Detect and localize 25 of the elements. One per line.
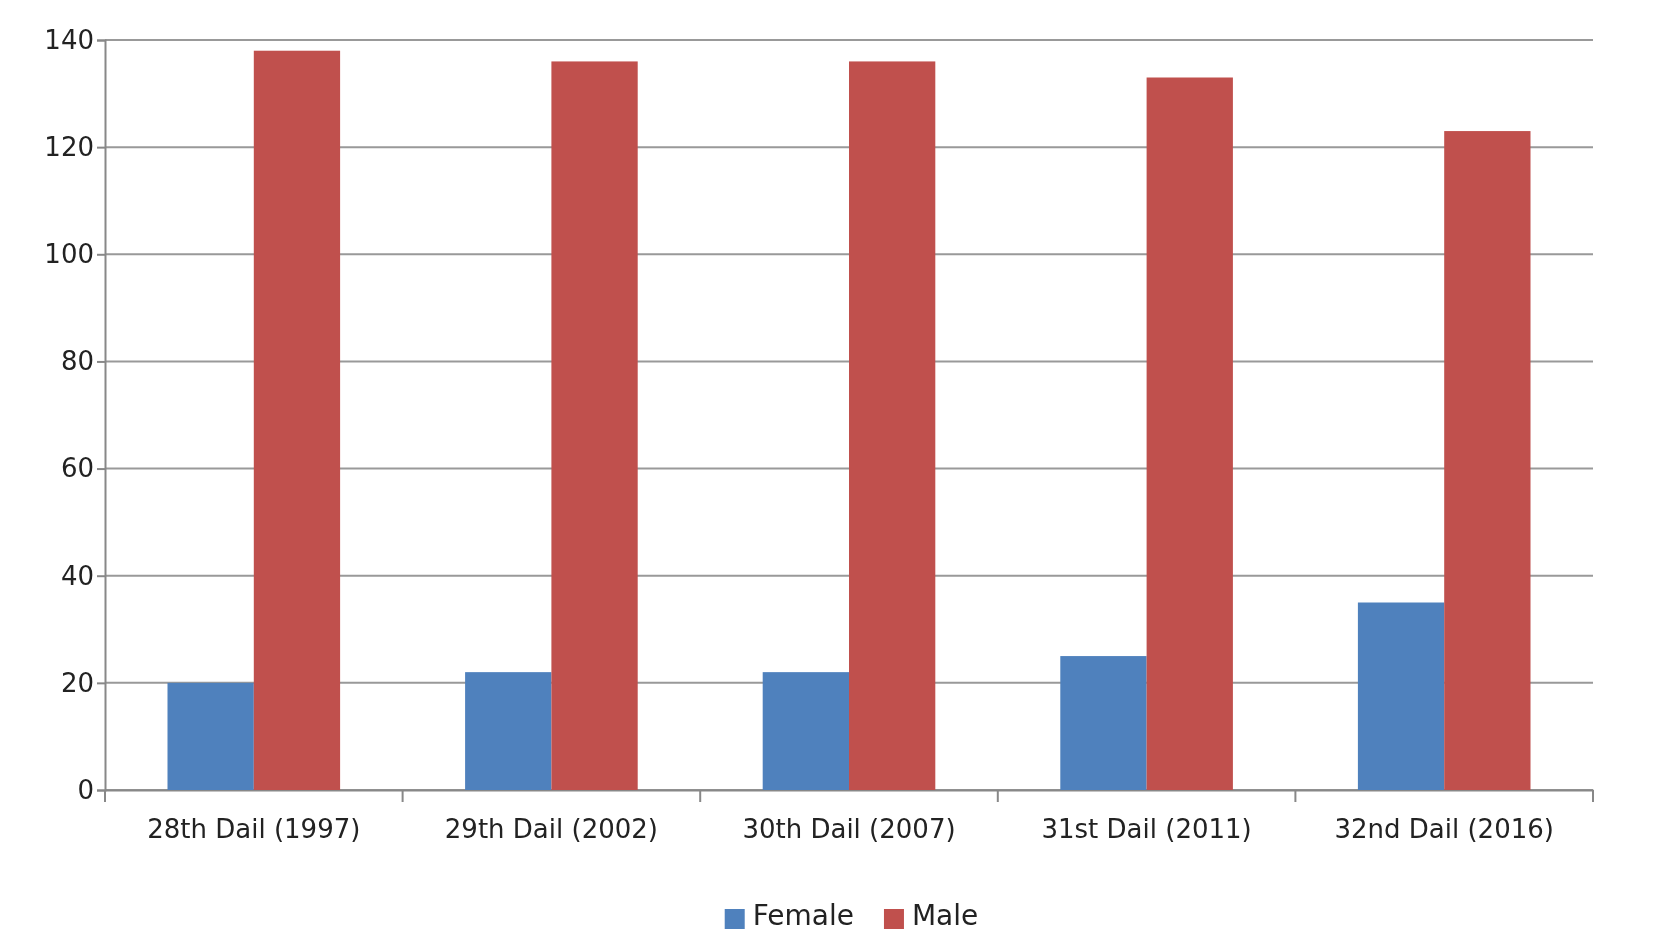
y-tick-label: 60 xyxy=(60,453,94,484)
bar xyxy=(762,672,849,790)
x-tick-label: 28th Dail (1997) xyxy=(147,814,361,845)
bar xyxy=(1146,77,1233,790)
bar xyxy=(465,672,552,790)
bar xyxy=(849,61,936,790)
y-tick-label: 80 xyxy=(60,346,94,377)
bar xyxy=(551,61,638,790)
x-tick-label: 30th Dail (2007) xyxy=(742,814,956,845)
bar xyxy=(253,50,341,790)
y-tick-label: 0 xyxy=(77,774,94,805)
legend-label: Female xyxy=(752,899,854,932)
bar xyxy=(1444,131,1531,790)
bar xyxy=(1357,602,1445,790)
y-tick-label: 140 xyxy=(44,24,94,55)
bar xyxy=(1060,656,1147,790)
y-tick-label: 40 xyxy=(60,560,94,591)
y-tick-label: 120 xyxy=(44,131,94,162)
x-tick-label: 31st Dail (2011) xyxy=(1041,814,1252,845)
x-tick-label: 29th Dail (2002) xyxy=(444,814,658,845)
y-tick-label: 20 xyxy=(60,667,94,698)
x-tick-label: 32nd Dail (2016) xyxy=(1334,814,1554,845)
legend-label: Male xyxy=(911,899,979,932)
y-tick-label: 100 xyxy=(44,239,94,270)
bar xyxy=(167,682,254,790)
